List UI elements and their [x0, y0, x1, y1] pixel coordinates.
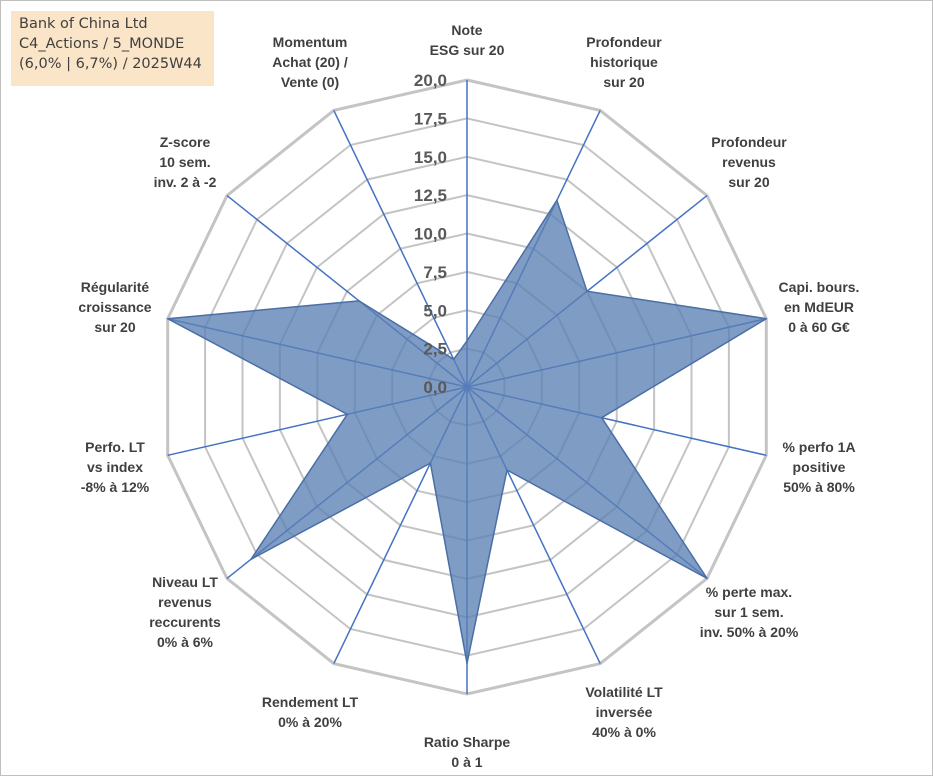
category-label-line: sur 20: [603, 74, 645, 90]
category-label-line: Ratio Sharpe: [423, 734, 511, 750]
radial-tick-label: 12,5: [414, 186, 447, 205]
category-label: Momentum Achat (20) / Vente (0): [272, 32, 347, 92]
radial-tick-label: 2,5: [423, 340, 447, 359]
radial-axis-ticks: 0,0 2,5 5,0 7,5 10,0 12,5 15,0 17,5 20,0: [414, 71, 447, 397]
category-label-line: -8% à 12%: [80, 479, 150, 495]
radial-tick-label: 5,0: [423, 301, 447, 320]
category-label-line: Profondeur: [711, 134, 787, 150]
category-label-line: vs index: [86, 459, 144, 475]
category-label-line: revenus: [722, 154, 776, 170]
category-label-line: ESG sur 20: [429, 42, 505, 58]
category-label: % perte max. sur 1 sem. inv. 50% à 20%: [700, 582, 799, 642]
category-label-line: inv. 2 à -2: [153, 174, 217, 190]
category-label-line: 0% à 20%: [278, 714, 342, 730]
category-label-line: % perfo 1A: [782, 439, 856, 455]
category-label-line: Régularité: [80, 279, 150, 295]
category-label-line: croissance: [78, 299, 152, 315]
radial-tick-label: 7,5: [423, 263, 447, 282]
category-label-line: sur 20: [728, 174, 770, 190]
category-label: Régularité croissance sur 20: [78, 277, 151, 337]
category-label-line: Perfo. LT: [85, 439, 145, 455]
category-label-line: 0 à 1: [451, 754, 483, 770]
category-label-line: revenus: [158, 594, 212, 610]
category-label: Profondeur revenus sur 20: [711, 132, 786, 192]
category-label: Capi. bours. en MdEUR 0 à 60 G€: [779, 277, 860, 337]
category-label: Perfo. LT vs index -8% à 12%: [81, 437, 149, 497]
category-label-line: positive: [792, 459, 846, 475]
category-label-line: Achat (20) /: [272, 54, 348, 70]
category-label: Profondeur historique sur 20: [586, 32, 661, 92]
category-label-line: sur 1 sem.: [714, 604, 784, 620]
category-label-line: % perte max.: [705, 584, 793, 600]
radial-tick-label: 10,0: [414, 225, 447, 244]
category-label: Ratio Sharpe 0 à 1: [424, 732, 510, 772]
category-label-line: Note: [451, 22, 483, 38]
category-label-line: sur 20: [94, 319, 136, 335]
category-label-line: historique: [590, 54, 658, 70]
category-label-line: Rendement LT: [261, 694, 359, 710]
category-label-line: Profondeur: [586, 34, 662, 50]
category-label-line: reccurents: [149, 614, 221, 630]
radial-tick-label: 17,5: [414, 109, 447, 128]
radar-series: [166, 199, 768, 665]
category-label-line: Volatilité LT: [585, 684, 663, 700]
category-label: Rendement LT 0% à 20%: [262, 692, 358, 732]
category-label-line: 0 à 60 G€: [788, 319, 850, 335]
category-label-line: Momentum: [272, 34, 348, 50]
category-label-line: inversée: [595, 704, 653, 720]
axis-spoke: [333, 110, 468, 388]
info-stats: (6,0% | 6,7%) / 2025W44: [19, 56, 202, 72]
category-label-line: 40% à 0%: [592, 724, 656, 740]
category-label: % perfo 1A positive 50% à 80%: [782, 437, 855, 497]
category-label-line: en MdEUR: [784, 299, 854, 315]
category-label-line: 10 sem.: [159, 154, 211, 170]
category-label: Volatilité LT inversée 40% à 0%: [585, 682, 662, 742]
category-label-line: 0% à 6%: [156, 634, 214, 650]
radial-tick-label: 15,0: [414, 148, 447, 167]
category-label-line: Capi. bours.: [778, 279, 860, 295]
category-label-line: Z-score: [159, 134, 211, 150]
info-box: Bank of China Ltd C4_Actions / 5_MONDE (…: [11, 11, 214, 86]
category-label-line: 50% à 80%: [783, 479, 855, 495]
category-label-line: Niveau LT: [152, 574, 218, 590]
category-label-line: inv. 50% à 20%: [699, 624, 799, 640]
category-label: Niveau LT revenus reccurents 0% à 6%: [149, 572, 221, 652]
info-company-name: Bank of China Ltd: [19, 16, 148, 32]
category-label-line: Vente (0): [280, 74, 340, 90]
info-category: C4_Actions / 5_MONDE: [19, 36, 185, 52]
radial-tick-label: 0,0: [423, 378, 447, 397]
radial-tick-label: 20,0: [414, 71, 447, 90]
category-label: Note ESG sur 20: [430, 20, 505, 60]
category-label: Z-score 10 sem. inv. 2 à -2: [154, 132, 217, 192]
